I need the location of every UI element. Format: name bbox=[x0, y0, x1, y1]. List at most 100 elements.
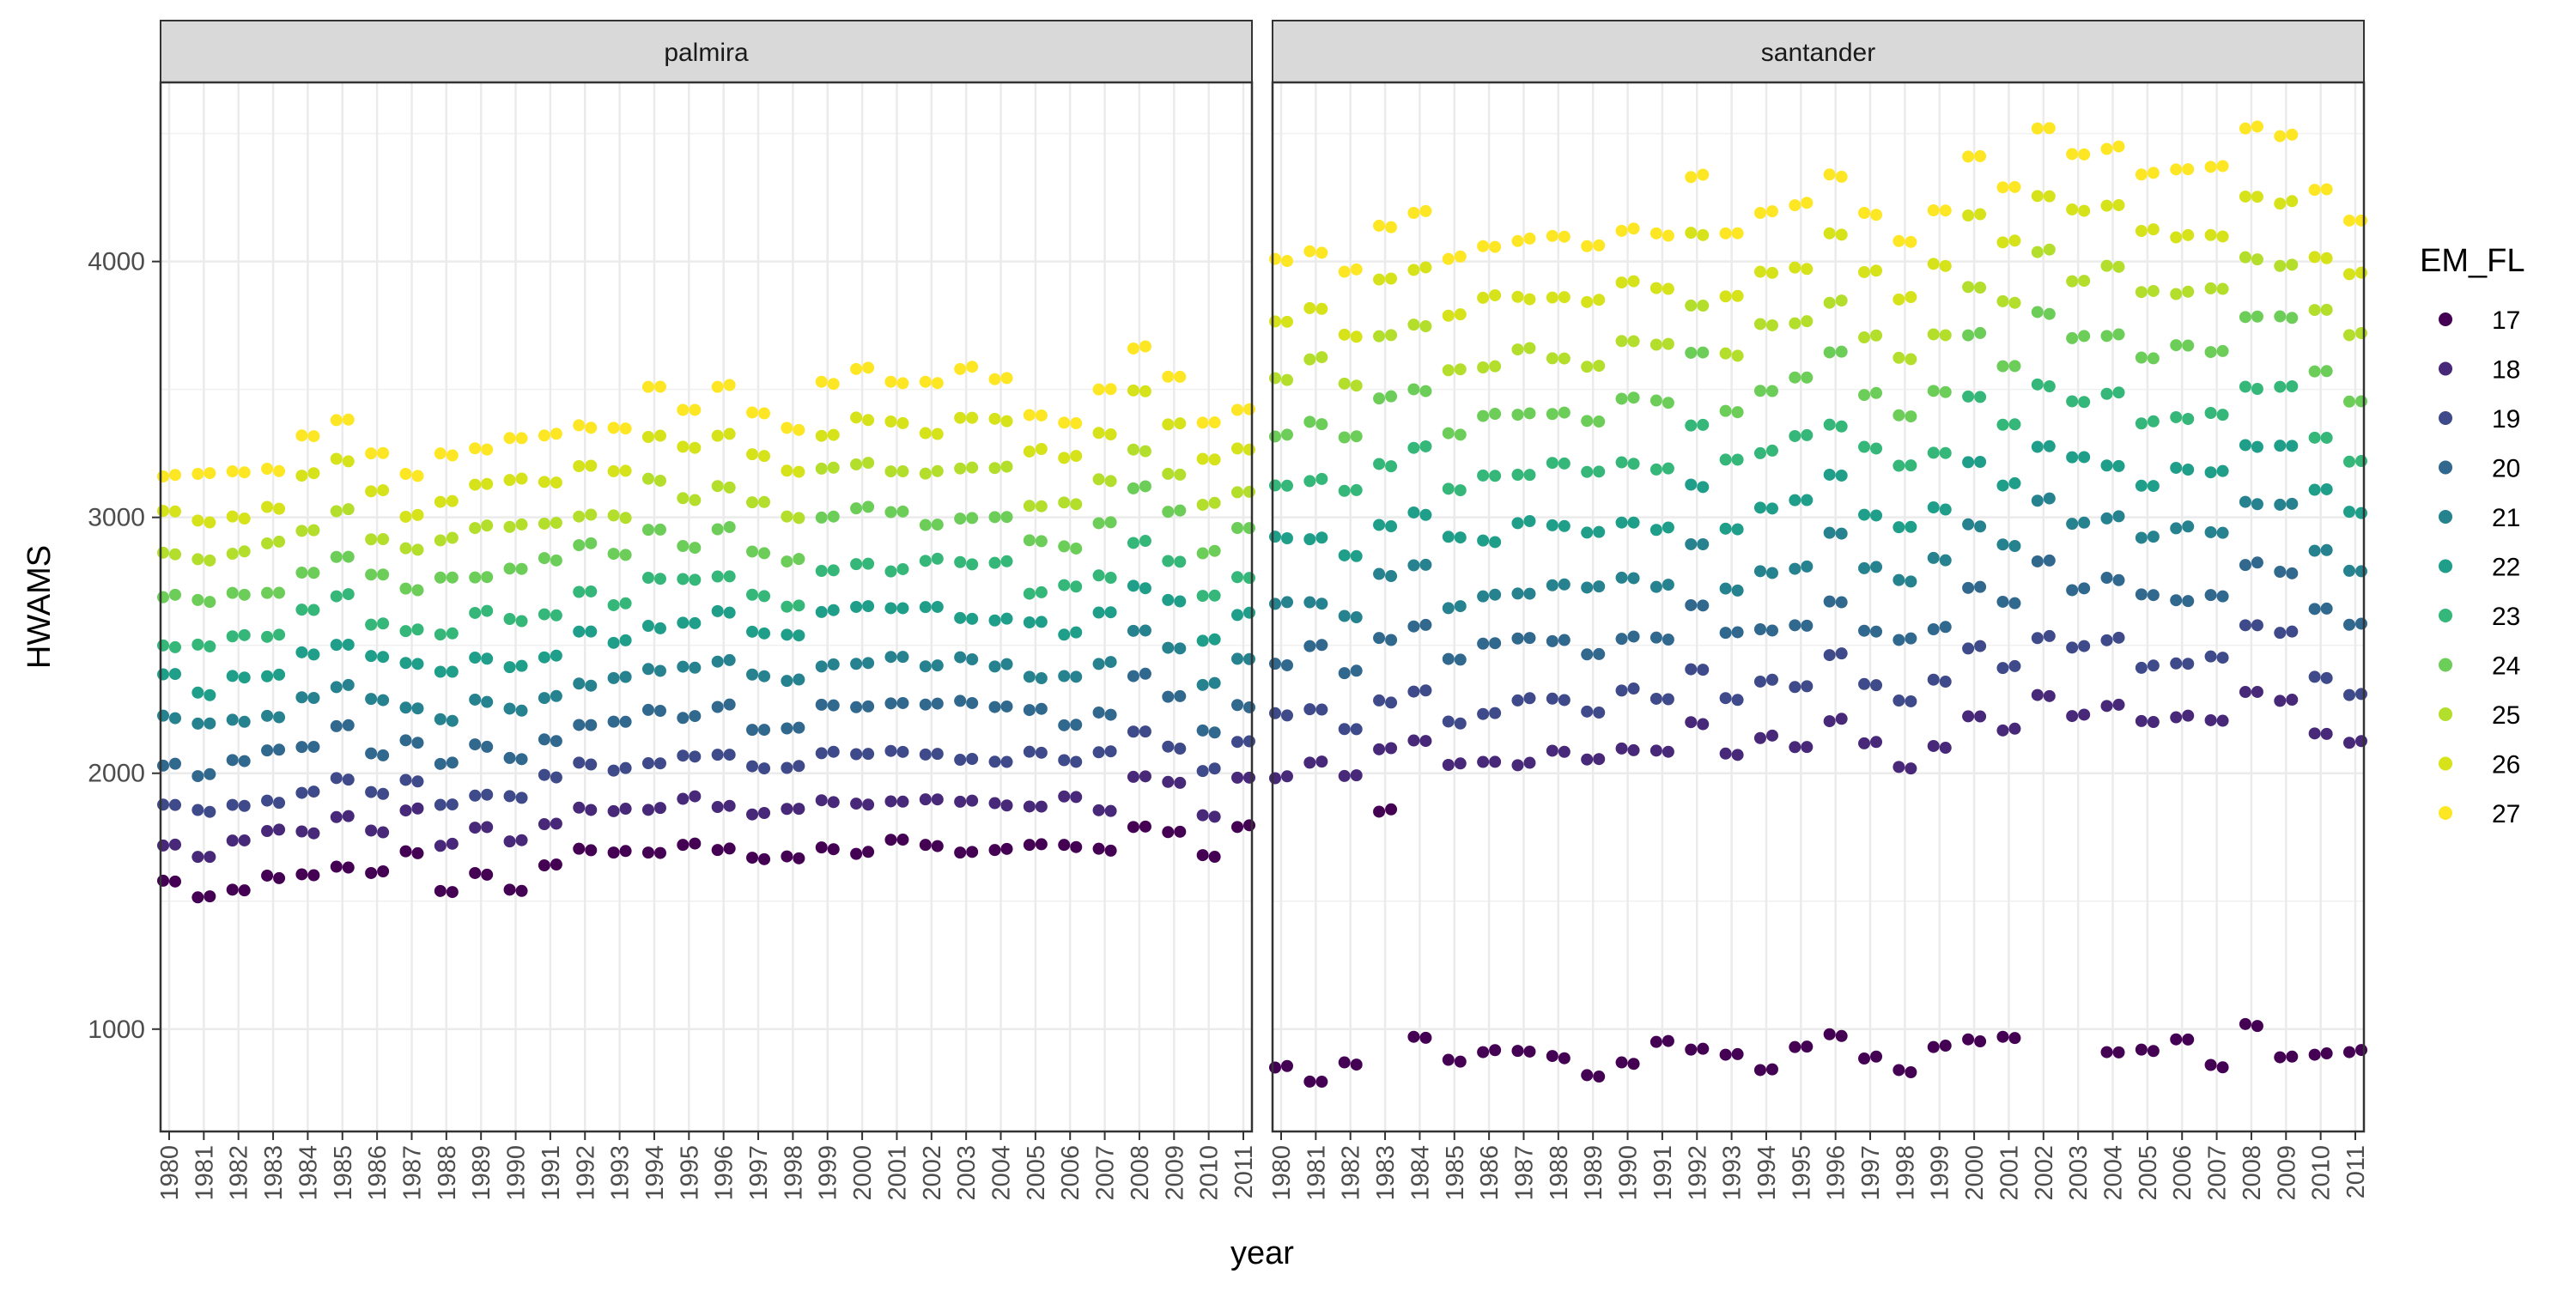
data-point-santander-19-2001-b bbox=[2008, 659, 2021, 672]
data-point-santander-18-2009 bbox=[2274, 695, 2287, 707]
data-point-santander-24-2003 bbox=[2066, 331, 2079, 344]
data-point-palmira-19-2010-b bbox=[1208, 762, 1221, 775]
data-point-palmira-18-1990 bbox=[503, 835, 516, 848]
data-point-palmira-26-1995 bbox=[677, 440, 690, 453]
data-point-santander-25-1985 bbox=[1442, 364, 1455, 377]
data-point-santander-27-2001-b bbox=[2008, 180, 2021, 193]
data-point-santander-18-2011-b bbox=[2355, 735, 2367, 748]
x-tick-label-2011: 2011 bbox=[2342, 1145, 2370, 1198]
data-point-palmira-23-2003 bbox=[954, 555, 967, 568]
data-point-santander-25-2004 bbox=[2100, 259, 2113, 272]
data-point-palmira-24-2005-b bbox=[1035, 535, 1048, 548]
data-point-santander-25-2011 bbox=[2343, 329, 2355, 342]
data-point-santander-27-1994 bbox=[1753, 207, 1766, 220]
data-point-palmira-17-1994-b bbox=[653, 846, 666, 859]
data-point-palmira-26-1997-b bbox=[758, 450, 771, 463]
data-point-santander-18-1985-b bbox=[1454, 757, 1467, 770]
data-point-palmira-19-1999 bbox=[815, 747, 828, 760]
data-point-santander-18-1999 bbox=[1927, 739, 1940, 752]
data-point-palmira-27-1993-b bbox=[619, 422, 632, 435]
data-point-palmira-19-2003-b bbox=[966, 753, 979, 766]
data-point-santander-21-2004 bbox=[2100, 512, 2113, 525]
data-point-palmira-26-2011 bbox=[1231, 442, 1243, 455]
data-point-palmira-25-1984-b bbox=[307, 524, 320, 537]
legend-key-18 bbox=[2439, 361, 2452, 376]
data-point-santander-21-1996-b bbox=[1835, 527, 1848, 540]
data-point-palmira-21-1991-b bbox=[550, 689, 562, 702]
data-point-santander-18-1990-b bbox=[1627, 743, 1640, 756]
data-point-palmira-23-1984-b bbox=[307, 604, 320, 616]
data-point-palmira-21-2009 bbox=[1162, 641, 1175, 654]
data-point-santander-21-1988 bbox=[1546, 579, 1558, 591]
data-point-santander-20-2011-b bbox=[2355, 617, 2367, 630]
data-point-palmira-23-1985 bbox=[330, 590, 343, 603]
data-point-santander-17-1987 bbox=[1511, 1045, 1524, 1058]
data-point-santander-20-1997-b bbox=[1870, 625, 1883, 638]
data-point-palmira-23-2004-b bbox=[1000, 555, 1013, 567]
data-point-palmira-20-2005-b bbox=[1035, 702, 1048, 715]
data-point-palmira-17-2005 bbox=[1023, 839, 1036, 852]
data-point-santander-25-1983 bbox=[1373, 330, 1386, 343]
data-point-palmira-21-1994-b bbox=[653, 664, 666, 677]
data-point-santander-25-1985-b bbox=[1454, 363, 1467, 376]
data-point-palmira-19-1981-b bbox=[204, 805, 216, 818]
data-point-palmira-17-1994 bbox=[641, 846, 654, 859]
data-point-santander-24-2010 bbox=[2308, 365, 2321, 378]
data-point-santander-23-1992 bbox=[1685, 419, 1698, 432]
data-point-santander-22-1994 bbox=[1753, 501, 1766, 514]
data-point-palmira-26-2010 bbox=[1196, 452, 1209, 465]
data-point-santander-19-2011 bbox=[2343, 688, 2355, 701]
data-point-santander-17-2011-b bbox=[2355, 1044, 2367, 1057]
data-point-palmira-17-2004 bbox=[988, 844, 1001, 857]
x-tick-label-1983: 1983 bbox=[1372, 1145, 1400, 1201]
data-point-santander-20-1986-b bbox=[1489, 637, 1502, 650]
data-point-santander-26-2010 bbox=[2308, 251, 2321, 264]
data-point-palmira-24-2009 bbox=[1162, 506, 1175, 519]
data-point-santander-27-1996-b bbox=[1835, 170, 1848, 183]
data-point-palmira-18-2008-b bbox=[1139, 770, 1151, 783]
data-point-palmira-23-1997 bbox=[746, 588, 759, 601]
data-point-palmira-27-1996 bbox=[711, 380, 724, 393]
legend-key-26 bbox=[2439, 756, 2452, 771]
data-point-santander-22-2009 bbox=[2274, 440, 2287, 452]
data-point-palmira-20-1999-b bbox=[827, 699, 840, 712]
data-point-santander-25-2004-b bbox=[2112, 260, 2125, 273]
data-point-santander-24-2007 bbox=[2204, 346, 2217, 359]
data-point-palmira-20-1990 bbox=[503, 751, 516, 764]
data-point-palmira-19-1998 bbox=[781, 761, 793, 774]
data-point-santander-25-2006-b bbox=[2182, 285, 2195, 298]
data-point-palmira-19-1980-b bbox=[169, 798, 181, 811]
data-point-palmira-20-1996-b bbox=[723, 698, 736, 711]
data-point-palmira-27-2010-b bbox=[1208, 416, 1221, 429]
data-point-palmira-19-2006-b bbox=[1070, 755, 1083, 768]
data-point-santander-22-1988-b bbox=[1558, 519, 1571, 532]
data-point-palmira-20-1989 bbox=[469, 738, 482, 751]
data-point-santander-20-1981-b bbox=[1315, 639, 1328, 652]
data-point-palmira-19-1985-b bbox=[342, 773, 355, 786]
data-point-palmira-22-1991 bbox=[538, 651, 550, 664]
data-point-santander-17-2000 bbox=[1962, 1033, 1975, 1046]
data-point-palmira-17-1985 bbox=[330, 860, 343, 873]
data-point-santander-21-2010-b bbox=[2320, 543, 2333, 556]
data-point-santander-22-2003-b bbox=[2078, 451, 2091, 464]
data-point-palmira-22-2000-b bbox=[862, 600, 875, 613]
data-point-palmira-26-2002 bbox=[919, 427, 932, 440]
data-point-palmira-21-1980-b bbox=[169, 712, 181, 725]
data-point-palmira-27-1980-b bbox=[169, 469, 181, 482]
data-point-santander-18-1991-b bbox=[1662, 745, 1674, 758]
data-point-palmira-21-1988 bbox=[434, 713, 447, 725]
data-point-palmira-23-2000-b bbox=[862, 557, 875, 570]
data-point-santander-23-1988 bbox=[1546, 457, 1558, 470]
data-point-palmira-20-2006-b bbox=[1070, 719, 1083, 731]
data-point-santander-22-2000-b bbox=[1974, 456, 1987, 469]
data-point-santander-26-2007 bbox=[2204, 228, 2217, 241]
data-point-palmira-27-1984 bbox=[295, 429, 308, 442]
data-point-santander-18-2000 bbox=[1962, 710, 1975, 723]
data-point-santander-19-2005 bbox=[2135, 661, 2148, 674]
x-tick-label-1998: 1998 bbox=[780, 1145, 807, 1201]
data-point-santander-26-2009 bbox=[2274, 197, 2287, 210]
data-point-santander-24-1994-b bbox=[1765, 385, 1778, 397]
data-point-santander-17-1998 bbox=[1893, 1064, 1905, 1077]
data-point-palmira-27-1987-b bbox=[411, 470, 424, 482]
data-point-palmira-24-2002-b bbox=[931, 519, 944, 531]
